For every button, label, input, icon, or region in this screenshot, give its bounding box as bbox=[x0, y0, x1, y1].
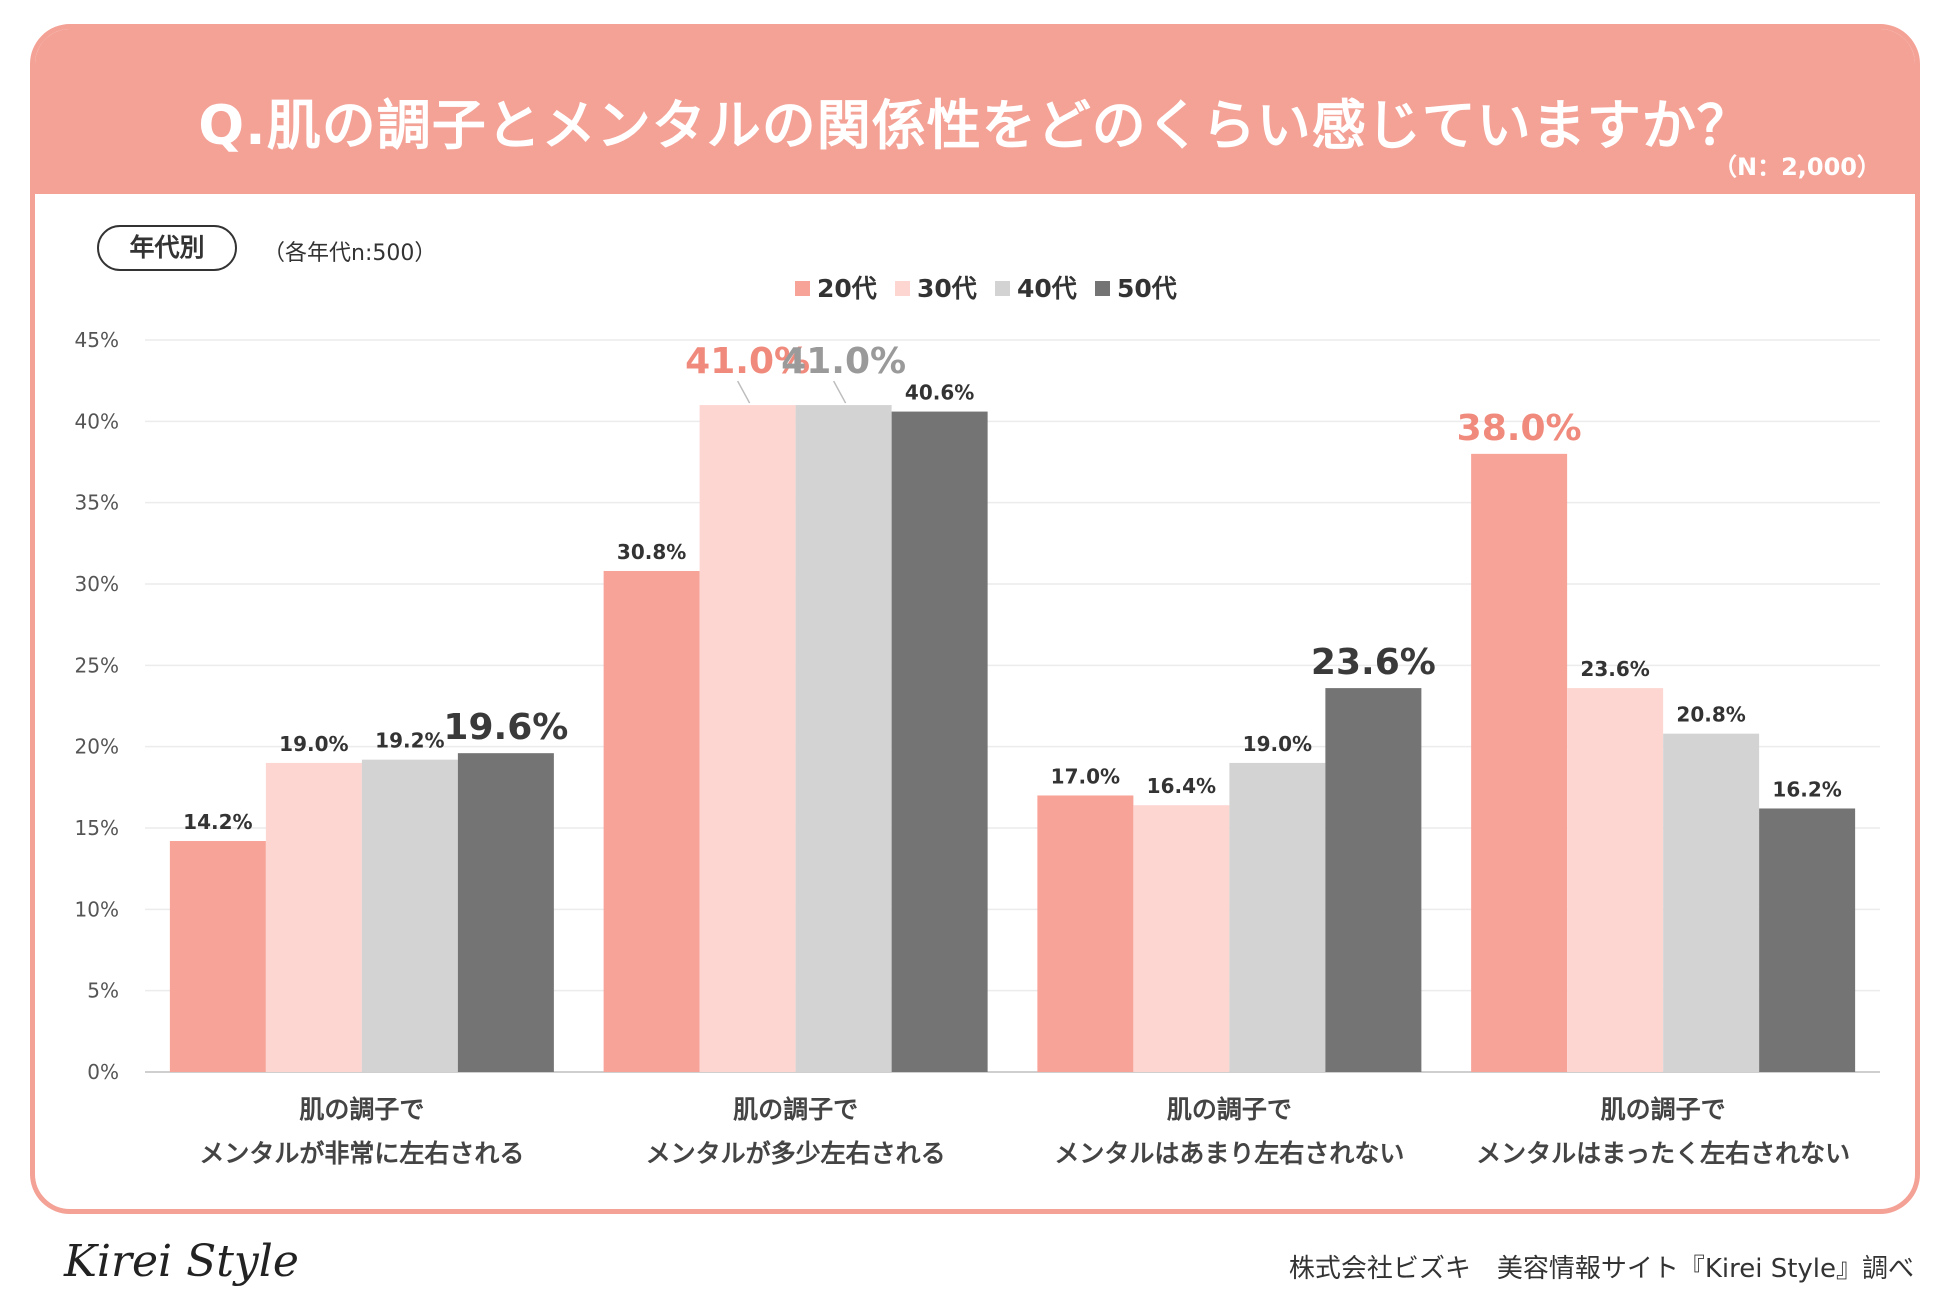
data-label-40代-cat2: 41.0% bbox=[781, 341, 906, 382]
bar-20代-cat2 bbox=[604, 571, 700, 1072]
y-tick-label: 10% bbox=[75, 897, 119, 921]
y-tick-label: 15% bbox=[75, 816, 119, 840]
y-tick-label: 40% bbox=[75, 409, 119, 433]
x-category-label: メンタルはあまり左右されない bbox=[1054, 1139, 1404, 1168]
data-label-50代-cat2: 40.6% bbox=[905, 381, 974, 405]
data-label-30代-cat3: 16.4% bbox=[1147, 774, 1216, 798]
data-label-20代-cat2: 30.8% bbox=[617, 540, 686, 564]
y-tick-label: 35% bbox=[75, 491, 119, 515]
bar-20代-cat4 bbox=[1471, 454, 1567, 1072]
x-category-label: メンタルはまったく左右されない bbox=[1476, 1139, 1850, 1168]
data-label-50代-cat3: 23.6% bbox=[1311, 642, 1436, 683]
data-label-20代-cat4: 38.0% bbox=[1457, 408, 1582, 449]
bar-20代-cat3 bbox=[1037, 795, 1133, 1072]
data-label-50代-cat1: 19.6% bbox=[443, 707, 568, 748]
legend-label-40代: 40代 bbox=[1017, 274, 1077, 303]
bar-50代-cat1 bbox=[458, 753, 554, 1072]
y-tick-label: 5% bbox=[87, 979, 119, 1003]
callout-line bbox=[738, 381, 750, 403]
x-category-label: 肌の調子で bbox=[1601, 1095, 1726, 1124]
y-tick-label: 25% bbox=[75, 653, 119, 677]
data-label-40代-cat1: 19.2% bbox=[375, 729, 444, 753]
legend-swatch-30代 bbox=[895, 281, 910, 296]
bar-40代-cat1 bbox=[362, 760, 458, 1072]
data-label-30代-cat1: 19.0% bbox=[279, 732, 348, 756]
legend-swatch-20代 bbox=[795, 281, 810, 296]
source-credit: 株式会社ビズキ 美容情報サイト『Kirei Style』調べ bbox=[1289, 1248, 1914, 1285]
x-category-label: 肌の調子で bbox=[1167, 1095, 1292, 1124]
bar-40代-cat4 bbox=[1663, 734, 1759, 1072]
bar-40代-cat2 bbox=[796, 405, 892, 1072]
bar-50代-cat3 bbox=[1325, 688, 1421, 1072]
y-tick-label: 30% bbox=[75, 572, 119, 596]
data-label-30代-cat4: 23.6% bbox=[1580, 657, 1649, 681]
data-label-20代-cat1: 14.2% bbox=[183, 810, 252, 834]
bar-20代-cat1 bbox=[170, 841, 266, 1072]
data-label-50代-cat4: 16.2% bbox=[1772, 777, 1841, 801]
brand-logo: Kirei Style bbox=[64, 1236, 299, 1287]
bar-50代-cat4 bbox=[1759, 808, 1855, 1072]
bar-30代-cat2 bbox=[700, 405, 796, 1072]
data-label-40代-cat3: 19.0% bbox=[1243, 732, 1312, 756]
legend-swatch-50代 bbox=[1095, 281, 1110, 296]
bar-chart: 0% 5% 10% 15% 20% 25% 30% 35% 40% 45% 20代 30代 40代 50代… bbox=[0, 0, 1950, 1300]
legend-label-20代: 20代 bbox=[817, 274, 877, 303]
callout-line bbox=[834, 381, 846, 403]
bar-30代-cat1 bbox=[266, 763, 362, 1072]
y-tick-label: 45% bbox=[75, 328, 119, 352]
legend-swatch-40代 bbox=[995, 281, 1010, 296]
y-tick-label: 0% bbox=[87, 1060, 119, 1084]
bar-40代-cat3 bbox=[1229, 763, 1325, 1072]
x-category-label: 肌の調子で bbox=[299, 1095, 424, 1124]
legend-label-30代: 30代 bbox=[917, 274, 977, 303]
x-category-label: 肌の調子で bbox=[733, 1095, 858, 1124]
bar-50代-cat2 bbox=[892, 412, 988, 1072]
bar-30代-cat3 bbox=[1133, 805, 1229, 1072]
data-label-40代-cat4: 20.8% bbox=[1676, 703, 1745, 727]
legend-label-50代: 50代 bbox=[1117, 274, 1177, 303]
data-label-20代-cat3: 17.0% bbox=[1051, 764, 1120, 788]
x-category-label: メンタルが非常に左右される bbox=[199, 1139, 524, 1168]
bar-30代-cat4 bbox=[1567, 688, 1663, 1072]
x-category-label: メンタルが多少左右される bbox=[646, 1139, 946, 1168]
y-tick-label: 20% bbox=[75, 735, 119, 759]
